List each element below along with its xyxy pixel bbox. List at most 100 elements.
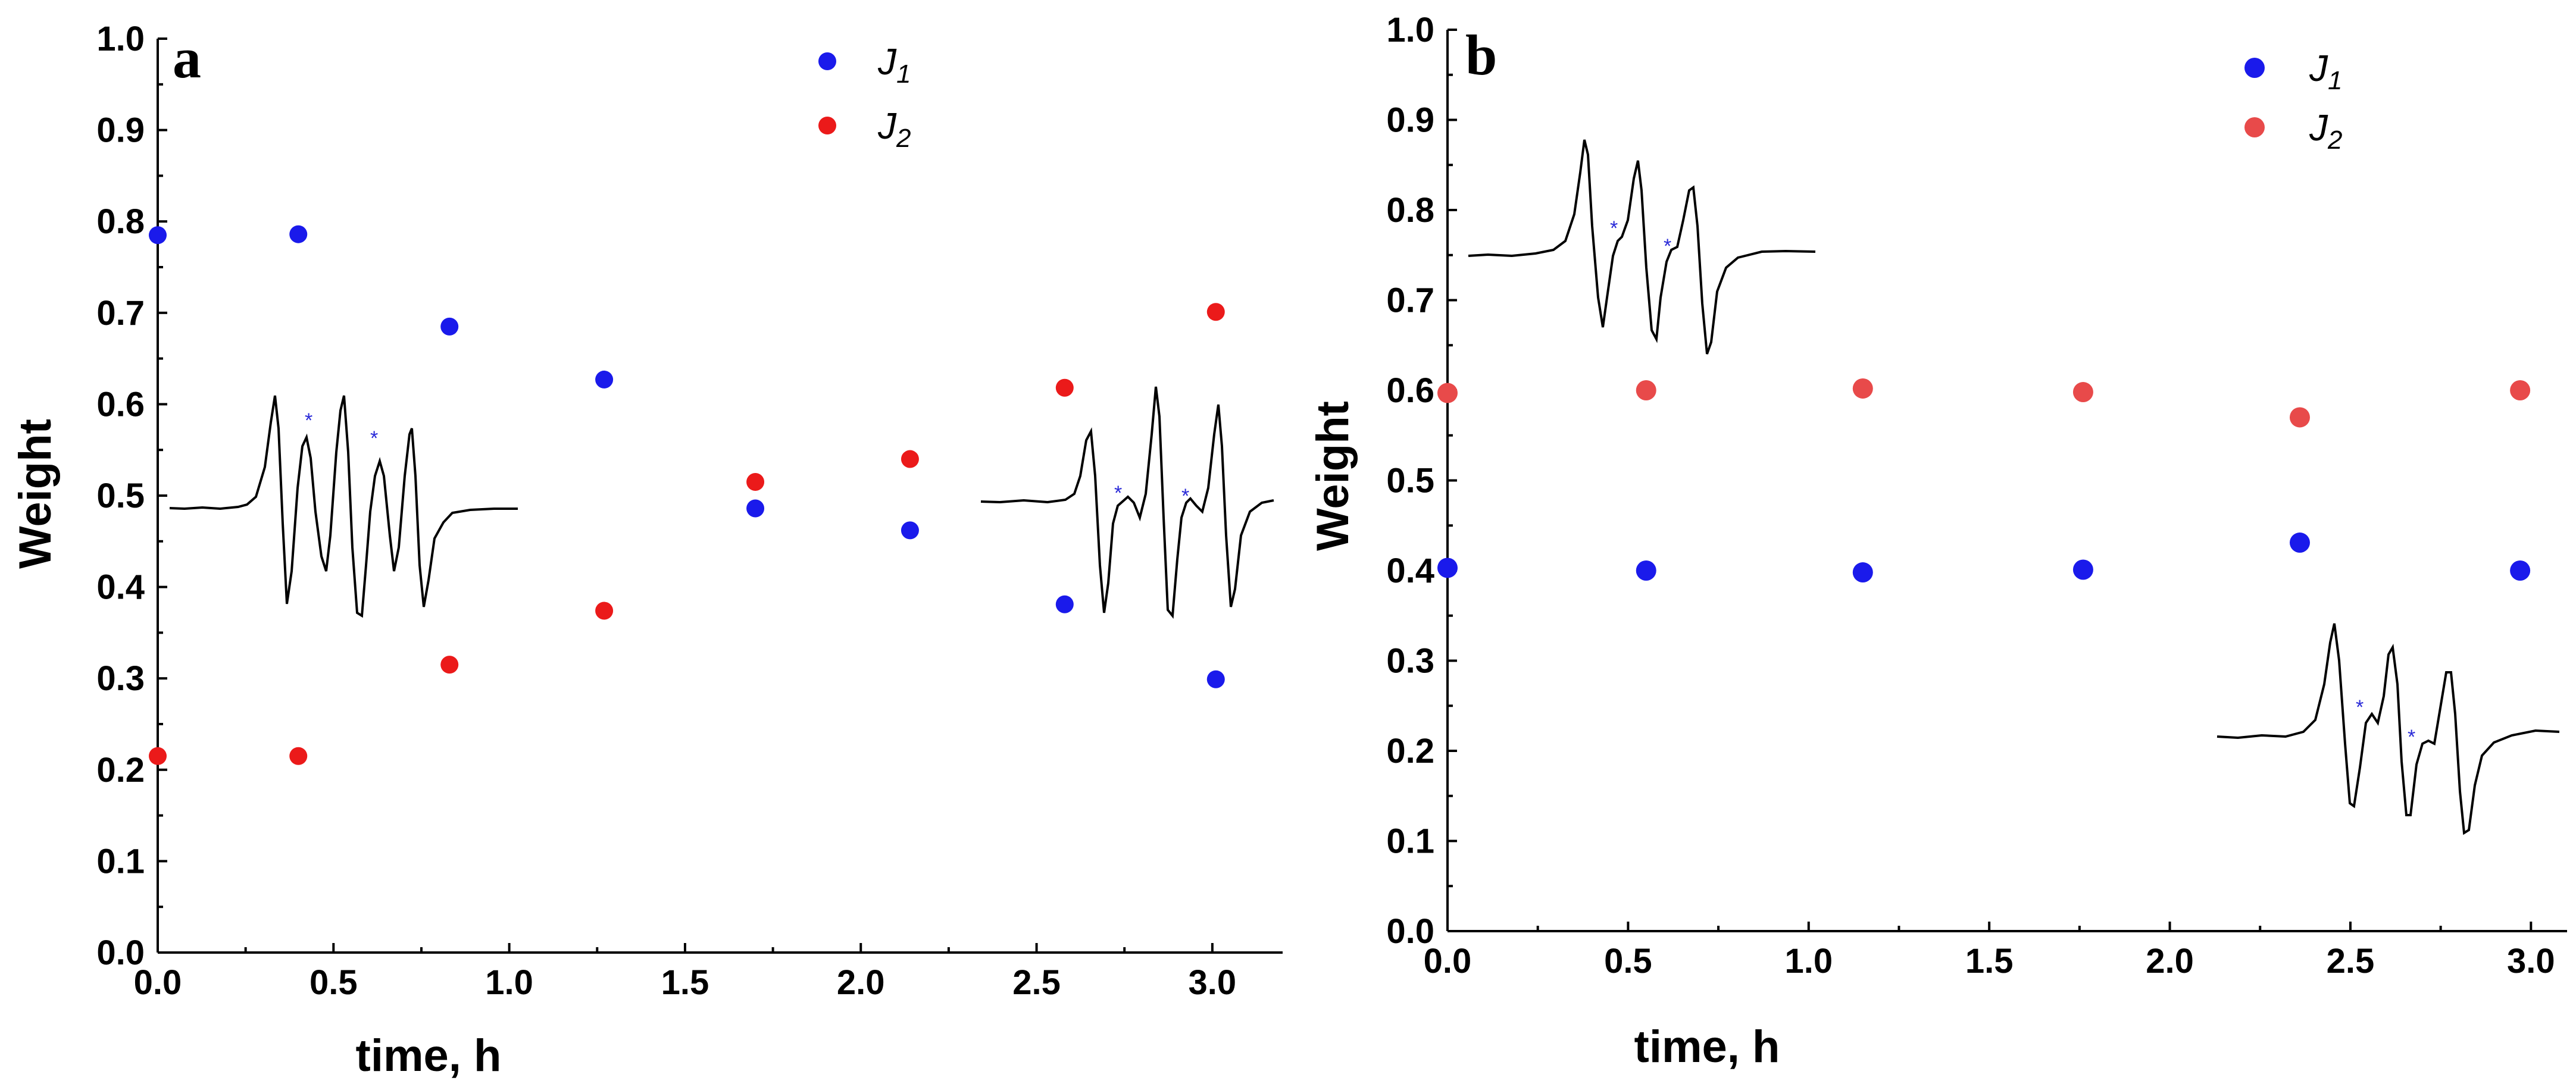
panel-b-y-tick-label: 0.2 [1386, 732, 1434, 770]
panel-a-point-j1 [289, 225, 308, 243]
panel-a-y-tick-label: 0.5 [96, 477, 145, 515]
panel-a-ticks: 0.0 0.1 0.2 0.3 0.4 0.5 0.6 0.7 0.8 0.9 1.0 0.0 0.5 1… [96, 20, 1236, 1002]
panel-b-x-tick-label: 1.5 [1965, 942, 2014, 981]
panel-b-x-tick-label: 0.0 [1424, 942, 1472, 981]
panel-b-point-j1 [1437, 557, 1458, 578]
asterisk-mark: * [305, 409, 312, 432]
panel-a-point-j2 [289, 747, 308, 765]
panel-a-y-tick-label: 0.7 [96, 294, 145, 333]
panel-b-point-j1 [2510, 560, 2531, 581]
panel-a-x-tick-label: 0.5 [310, 963, 358, 1002]
asterisk-mark: * [1664, 235, 1671, 258]
asterisk-mark: * [2408, 726, 2415, 748]
epr-spectrum-top: * * [1468, 139, 1816, 355]
panel-a-letter: a [173, 26, 201, 90]
panel-a-point-j1 [1206, 670, 1225, 688]
panel-a-point-j2 [901, 450, 919, 468]
panel-b-y-tick-label: 0.1 [1386, 822, 1434, 861]
panel-a-point-j2 [149, 747, 167, 765]
panel-b-y-tick-label: 0.0 [1386, 912, 1434, 951]
panel-a-point-j1 [746, 499, 765, 518]
panel-b-x-tick-label: 0.5 [1604, 942, 1652, 981]
panel-b-legend-marker-j2 [2244, 117, 2265, 137]
panel-b-point-j2 [2289, 407, 2310, 428]
panel-b-point-j2 [1852, 378, 1873, 399]
panel-a-x-tick-label: 0.0 [134, 963, 182, 1002]
panel-a-legend-label-j2: J2 [877, 106, 911, 153]
panel-a-y-tick-label: 0.2 [96, 751, 145, 790]
epr-spectrum-bottom: * * [2217, 623, 2560, 835]
panel-b-point-j1 [2072, 559, 2093, 580]
panel-a-legend-label-j1: J1 [877, 42, 911, 89]
panel-a-x-tick-label: 2.0 [837, 963, 885, 1002]
panel-b-y-tick-label: 0.8 [1386, 191, 1434, 230]
panel-a-x-axis-title: time, h [356, 1030, 502, 1081]
asterisk-mark: * [1114, 482, 1122, 505]
panel-b-x-tick-label: 2.5 [2327, 942, 2375, 981]
panel-b-data-points [1437, 378, 2531, 583]
panel-a-point-j2 [1206, 303, 1225, 321]
panel-a-legend: J1 J2 [818, 42, 911, 153]
panel-b: b 0.00.10.20.30.40.50.60.70.80.91.00.0 0.… [1308, 11, 2567, 1072]
panel-a-data-points [149, 225, 1225, 765]
panel-b-point-j2 [2510, 380, 2531, 400]
panel-b-point-j2 [1636, 380, 1656, 400]
panel-b-point-j2 [2072, 382, 2093, 403]
panel-b-y-tick-label: 1.0 [1386, 11, 1434, 49]
panel-b-y-tick-label: 0.7 [1386, 281, 1434, 320]
panel-b-y-tick-label: 0.5 [1386, 462, 1434, 500]
panel-a-point-j1 [901, 521, 919, 540]
panel-a-point-j1 [1055, 595, 1074, 613]
panel-b-point-j1 [2289, 532, 2310, 553]
panel-a-y-tick-label: 0.0 [96, 933, 145, 972]
panel-b-point-j2 [1437, 383, 1458, 403]
panel-a-y-tick-label: 0.8 [96, 202, 145, 241]
panel-a-x-tick-label: 3.0 [1189, 963, 1237, 1002]
panel-b-legend-label-j1: J1 [2309, 48, 2342, 95]
epr-spectrum-left: * * [169, 395, 518, 618]
asterisk-mark: * [2356, 696, 2364, 719]
panel-b-y-tick-label: 0.4 [1386, 552, 1434, 590]
panel-b-point-j1 [1852, 562, 1873, 583]
panel-b-x-tick-label: 1.0 [1784, 942, 1833, 981]
panel-a-y-tick-label: 0.4 [96, 568, 145, 607]
panel-a-legend-marker-j2 [818, 117, 836, 134]
panel-a-y-tick-label: 0.1 [96, 842, 145, 881]
panel-b-x-tick-label: 2.0 [2146, 942, 2194, 981]
panel-b-legend-marker-j1 [2244, 58, 2265, 78]
panel-a-point-j1 [595, 370, 614, 389]
panel-b-x-axis-title: time, h [1634, 1022, 1780, 1072]
panel-b-y-tick-label: 0.6 [1386, 371, 1434, 410]
panel-a-y-tick-label: 0.9 [96, 111, 145, 150]
panel-b-letter: b [1465, 23, 1497, 87]
panel-a-x-tick-label: 1.5 [661, 963, 709, 1002]
panel-a-x-tick-label: 2.5 [1012, 963, 1061, 1002]
panel-a-y-tick-label: 1.0 [96, 20, 145, 58]
panel-a-x-tick-label: 1.0 [485, 963, 533, 1002]
panel-a-point-j2 [746, 472, 765, 491]
panel-a-y-tick-label: 0.6 [96, 385, 145, 424]
panel-b-x-tick-label: 3.0 [2507, 942, 2555, 981]
panel-b-y-tick-label: 0.3 [1386, 642, 1434, 681]
panel-a-y-axis-title: Weight [10, 419, 61, 569]
panel-a-point-j1 [440, 317, 459, 336]
asterisk-mark: * [1610, 217, 1618, 240]
panel-b-legend-label-j2: J2 [2309, 108, 2342, 155]
panel-a: a 0.00.10.20.30.40.50.60.70.80.91.00.0 0.… [10, 20, 1283, 1081]
epr-spectrum-right: * * [980, 386, 1274, 619]
panel-a-legend-marker-j1 [818, 52, 836, 70]
panel-b-y-axis-title: Weight [1308, 401, 1358, 551]
asterisk-mark: * [1181, 485, 1189, 508]
panel-a-y-tick-label: 0.3 [96, 659, 145, 698]
panel-b-legend: J1 J2 [2244, 48, 2342, 155]
panel-b-ticks: 0.0 0.1 0.2 0.3 0.4 0.5 0.6 0.7 0.8 0.9 1.0 0.0 0.5 1… [1386, 11, 2555, 981]
panel-b-point-j1 [1636, 560, 1656, 581]
panel-a-point-j2 [1055, 378, 1074, 397]
panel-a-point-j2 [440, 656, 459, 674]
panel-b-y-tick-label: 0.9 [1386, 101, 1434, 140]
panel-a-point-j1 [149, 226, 167, 245]
asterisk-mark: * [370, 427, 378, 450]
panel-a-point-j2 [595, 602, 614, 620]
